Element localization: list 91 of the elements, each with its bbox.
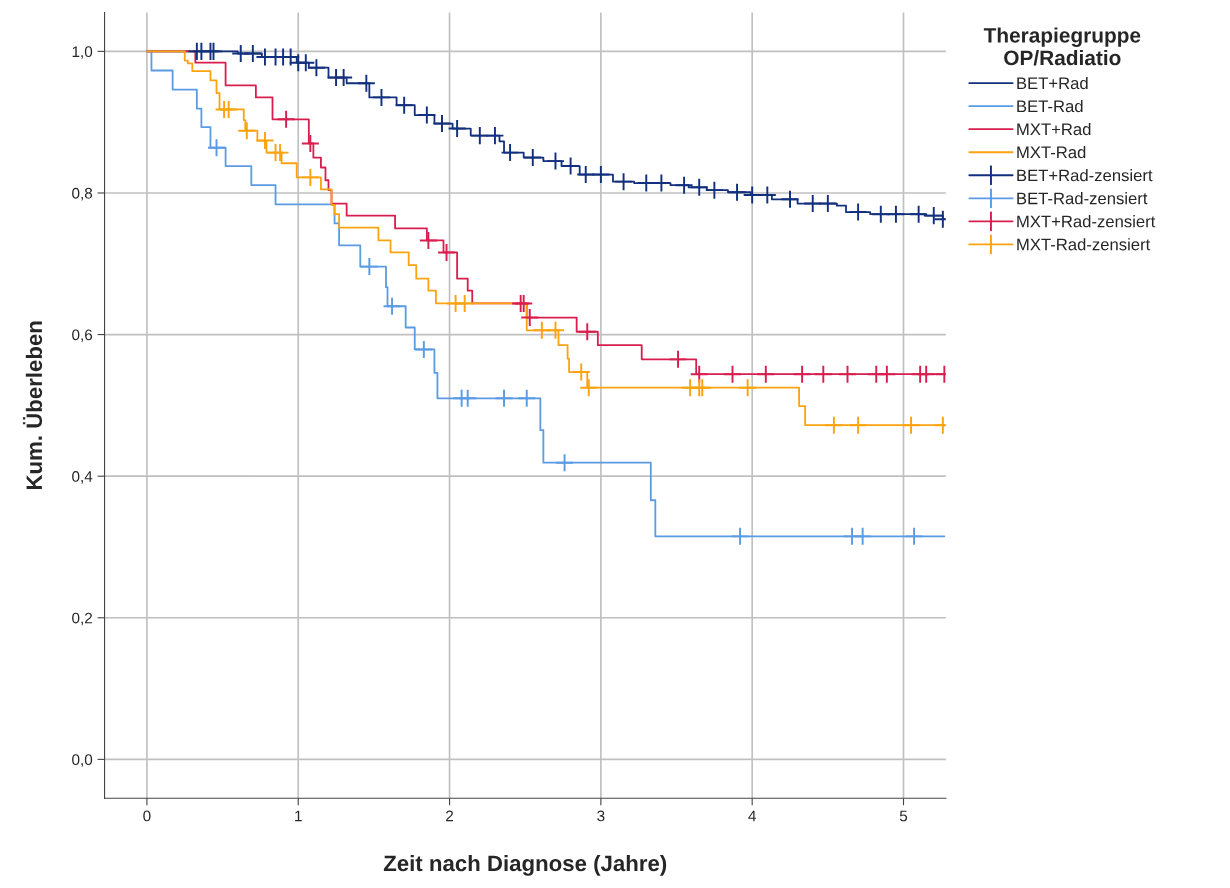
point bbox=[546, 320, 565, 340]
point bbox=[848, 415, 868, 435]
point bbox=[485, 126, 505, 146]
x-tick-label: 3 bbox=[597, 810, 605, 822]
point bbox=[276, 109, 296, 129]
point bbox=[757, 185, 777, 205]
legend-label: BET-Rad bbox=[1017, 99, 1083, 113]
point bbox=[356, 73, 376, 93]
point bbox=[668, 349, 688, 369]
point bbox=[546, 151, 565, 171]
y-tick-label: 0,2 bbox=[72, 612, 92, 626]
point bbox=[756, 364, 776, 384]
x-tick-label: 0 bbox=[143, 810, 151, 822]
point bbox=[455, 293, 475, 313]
point bbox=[674, 175, 694, 195]
point bbox=[300, 133, 320, 153]
legend-label: BET+Rad bbox=[1017, 76, 1088, 90]
legend-label: MXT+Rad-zensiert bbox=[1017, 215, 1156, 228]
point bbox=[523, 148, 543, 168]
point bbox=[742, 185, 762, 205]
point bbox=[886, 204, 906, 224]
point bbox=[901, 415, 921, 435]
point bbox=[447, 119, 467, 139]
point bbox=[614, 172, 634, 192]
point bbox=[924, 206, 944, 226]
point bbox=[651, 173, 671, 193]
point bbox=[219, 99, 239, 119]
point bbox=[916, 364, 936, 384]
point bbox=[296, 53, 316, 73]
point bbox=[520, 308, 540, 328]
point bbox=[207, 138, 226, 158]
x-tick-label: 2 bbox=[446, 810, 454, 822]
point bbox=[418, 230, 438, 250]
point bbox=[780, 189, 800, 209]
y-tick-label: 0,6 bbox=[72, 329, 93, 343]
point bbox=[579, 378, 599, 398]
point bbox=[237, 121, 257, 141]
point bbox=[243, 44, 263, 63]
x-tick-label: 1 bbox=[295, 810, 302, 822]
legend-label: BET-Rad-zensiert bbox=[1017, 192, 1148, 205]
point bbox=[300, 167, 320, 187]
x-tick-label: 4 bbox=[748, 810, 756, 822]
y-axis-title: Kum. Überleben bbox=[22, 321, 43, 490]
point bbox=[591, 165, 611, 185]
legend-label: MXT+Rad bbox=[1017, 122, 1091, 136]
y-tick-label: 1,0 bbox=[72, 46, 93, 59]
point bbox=[813, 364, 833, 384]
legend-label: MXT-Rad bbox=[1017, 145, 1086, 159]
point bbox=[909, 204, 929, 224]
point bbox=[306, 58, 326, 78]
point bbox=[577, 322, 597, 342]
point bbox=[824, 415, 844, 435]
legend-title: Therapiegruppe OP/Radiatio bbox=[983, 27, 1141, 66]
point bbox=[382, 296, 402, 316]
y-tick-label: 0,0 bbox=[72, 754, 93, 767]
point bbox=[417, 105, 437, 125]
point bbox=[704, 180, 724, 200]
point bbox=[371, 87, 391, 107]
point bbox=[571, 362, 591, 382]
point bbox=[818, 194, 838, 214]
point bbox=[853, 526, 873, 546]
point bbox=[838, 364, 857, 384]
point bbox=[500, 143, 520, 163]
point bbox=[848, 202, 868, 222]
y-tick-label: 0,8 bbox=[72, 187, 93, 201]
point bbox=[636, 173, 656, 193]
point bbox=[723, 364, 742, 384]
point bbox=[334, 68, 354, 88]
point bbox=[727, 182, 747, 202]
point bbox=[359, 257, 379, 277]
point bbox=[432, 114, 452, 134]
point bbox=[561, 156, 581, 176]
point bbox=[394, 95, 414, 115]
point bbox=[437, 242, 456, 262]
point bbox=[458, 388, 478, 408]
point bbox=[792, 364, 812, 384]
point bbox=[877, 364, 897, 384]
point bbox=[414, 339, 434, 359]
point bbox=[904, 526, 924, 546]
legend-label: MXT-Rad-zensiert bbox=[1017, 238, 1151, 251]
point bbox=[255, 131, 275, 151]
legend-label: BET+Rad-zensiert bbox=[1017, 169, 1153, 182]
point bbox=[738, 378, 758, 398]
x-tick-label: 5 bbox=[899, 810, 908, 822]
point bbox=[730, 526, 750, 546]
point bbox=[494, 388, 514, 408]
point bbox=[517, 388, 537, 408]
y-tick-label: 0,4 bbox=[72, 471, 93, 484]
point bbox=[555, 453, 575, 473]
point bbox=[689, 177, 709, 197]
x-axis-title: Zeit nach Diagnose (Jahre) bbox=[383, 854, 667, 876]
